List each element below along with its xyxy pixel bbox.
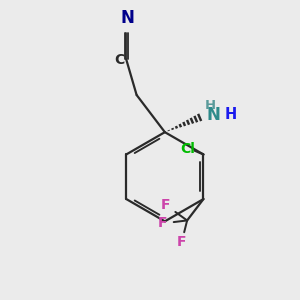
Text: F: F — [158, 216, 167, 230]
Text: N: N — [120, 9, 134, 27]
Text: H: H — [205, 99, 216, 112]
Text: N: N — [207, 106, 220, 124]
Text: H: H — [225, 107, 237, 122]
Text: Cl: Cl — [181, 142, 196, 156]
Text: C: C — [115, 53, 125, 67]
Text: F: F — [177, 235, 187, 249]
Text: F: F — [161, 198, 170, 212]
